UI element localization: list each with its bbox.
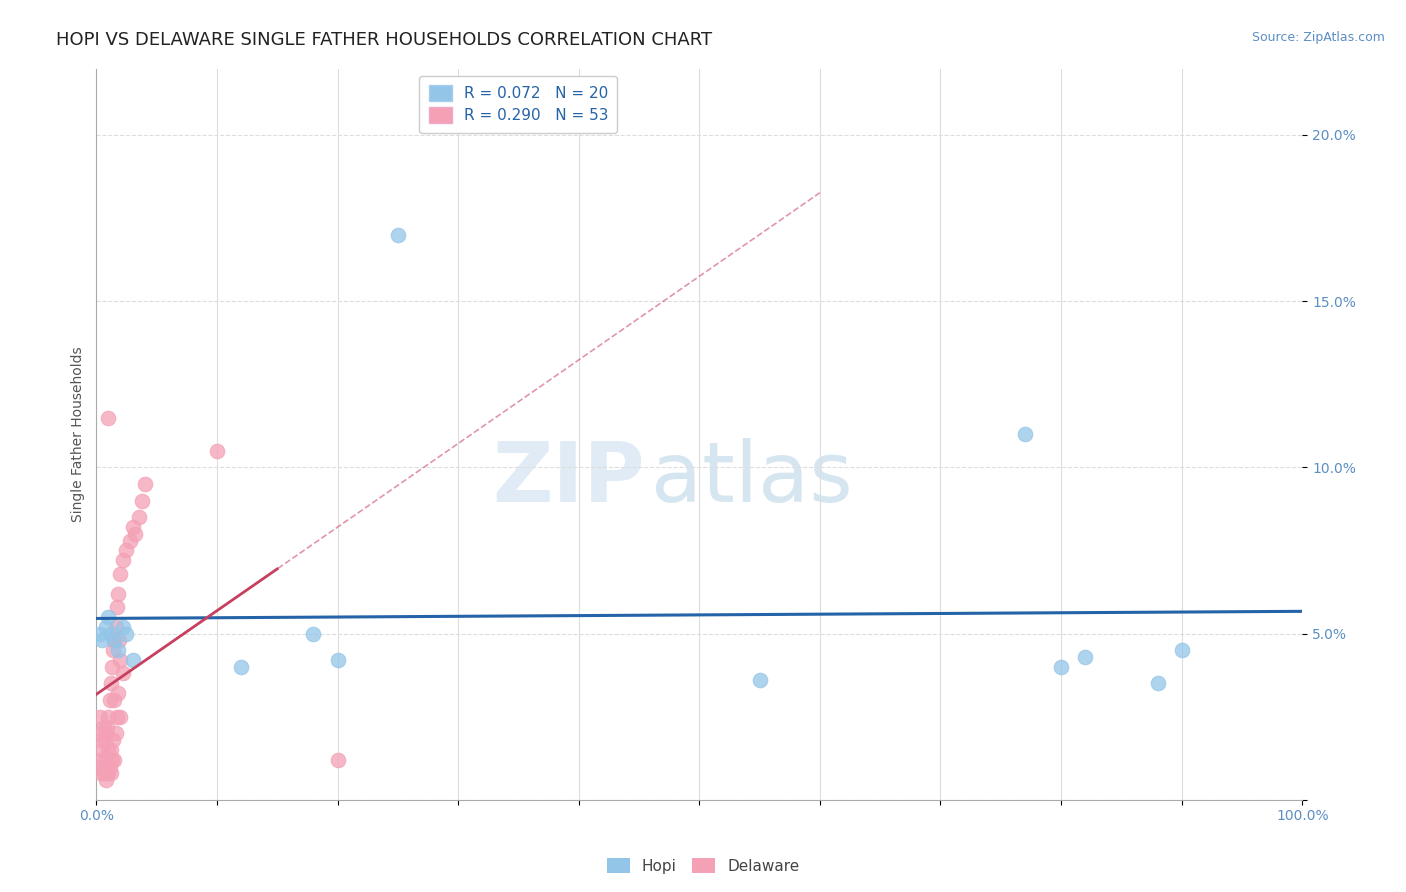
Point — [103, 733, 125, 747]
Point — [100, 766, 122, 780]
Point — [110, 653, 132, 667]
Point — [110, 709, 132, 723]
Point — [1074, 649, 1097, 664]
Point — [91, 743, 114, 757]
Point — [93, 766, 115, 780]
Point — [97, 743, 120, 757]
Point — [100, 743, 122, 757]
Point — [103, 753, 125, 767]
Point — [1014, 427, 1036, 442]
Point — [100, 676, 122, 690]
Point — [94, 620, 117, 634]
Point — [115, 543, 138, 558]
Point — [302, 626, 325, 640]
Point — [94, 759, 117, 773]
Point — [134, 477, 156, 491]
Point — [101, 660, 124, 674]
Point — [94, 726, 117, 740]
Point — [387, 227, 409, 242]
Point — [91, 633, 114, 648]
Point — [89, 753, 111, 767]
Text: atlas: atlas — [651, 437, 853, 518]
Point — [105, 709, 128, 723]
Point — [96, 720, 118, 734]
Point — [105, 599, 128, 614]
Point — [107, 587, 129, 601]
Point — [326, 653, 349, 667]
Point — [103, 633, 125, 648]
Point — [98, 693, 121, 707]
Point — [1050, 660, 1073, 674]
Legend: R = 0.072   N = 20, R = 0.290   N = 53: R = 0.072 N = 20, R = 0.290 N = 53 — [419, 76, 617, 133]
Point — [111, 620, 134, 634]
Point — [97, 709, 120, 723]
Point — [98, 759, 121, 773]
Point — [121, 520, 143, 534]
Text: HOPI VS DELAWARE SINGLE FATHER HOUSEHOLDS CORRELATION CHART: HOPI VS DELAWARE SINGLE FATHER HOUSEHOLD… — [56, 31, 713, 49]
Point — [94, 772, 117, 787]
Point — [326, 753, 349, 767]
Point — [97, 410, 120, 425]
Point — [94, 753, 117, 767]
Point — [128, 510, 150, 524]
Legend: Hopi, Delaware: Hopi, Delaware — [600, 852, 806, 880]
Point — [120, 533, 142, 548]
Point — [229, 660, 252, 674]
Y-axis label: Single Father Households: Single Father Households — [72, 346, 86, 522]
Point — [1170, 643, 1192, 657]
Point — [103, 633, 125, 648]
Point — [104, 620, 127, 634]
Point — [108, 633, 131, 648]
Point — [124, 526, 146, 541]
Point — [205, 443, 228, 458]
Point — [97, 766, 120, 780]
Point — [121, 653, 143, 667]
Point — [100, 626, 122, 640]
Point — [90, 766, 112, 780]
Point — [110, 566, 132, 581]
Point — [94, 733, 117, 747]
Point — [93, 720, 115, 734]
Point — [107, 686, 129, 700]
Text: ZIP: ZIP — [492, 437, 645, 518]
Point — [97, 610, 120, 624]
Text: Source: ZipAtlas.com: Source: ZipAtlas.com — [1251, 31, 1385, 45]
Point — [96, 766, 118, 780]
Point — [103, 643, 125, 657]
Point — [107, 643, 129, 657]
Point — [87, 726, 110, 740]
Point — [111, 553, 134, 567]
Point — [91, 759, 114, 773]
Point — [101, 753, 124, 767]
Point — [103, 693, 125, 707]
Point — [90, 733, 112, 747]
Point — [748, 673, 770, 687]
Point — [1146, 676, 1168, 690]
Point — [111, 666, 134, 681]
Point — [115, 626, 138, 640]
Point — [104, 726, 127, 740]
Point — [131, 493, 153, 508]
Point — [89, 626, 111, 640]
Point — [89, 709, 111, 723]
